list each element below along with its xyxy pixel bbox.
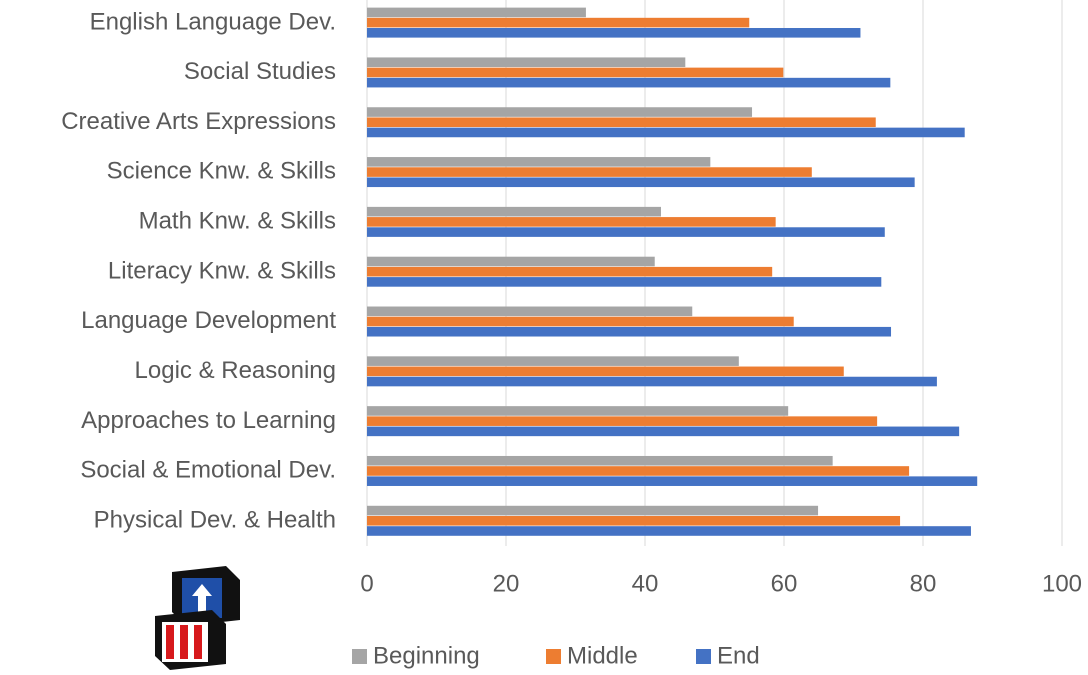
y-tick-label: Physical Dev. & Health: [94, 506, 336, 533]
bar: [367, 306, 693, 317]
bar: [367, 7, 586, 18]
x-tick-label: 40: [632, 570, 659, 597]
legend-swatch: [696, 649, 711, 664]
bar: [367, 167, 812, 177]
legend-label: Beginning: [373, 642, 480, 669]
bar: [367, 227, 885, 237]
bar: [367, 505, 819, 516]
bar: [367, 277, 882, 287]
legend-label: Middle: [567, 642, 638, 669]
bar: [367, 127, 965, 138]
bar: [367, 117, 876, 128]
legend-swatch: [352, 649, 367, 664]
bar: [367, 376, 937, 387]
bar: [367, 217, 776, 227]
bar: [367, 356, 739, 366]
bar: [367, 326, 892, 337]
bar: [367, 316, 794, 327]
bar: [367, 455, 833, 466]
y-tick-label: Logic & Reasoning: [135, 357, 336, 384]
y-tick-label: Social Studies: [184, 58, 336, 85]
y-tick-label: Creative Arts Expressions: [61, 108, 336, 135]
bar: [367, 157, 711, 167]
y-tick-label: Science Knw. & Skills: [107, 158, 336, 185]
y-tick-label: Math Knw. & Skills: [139, 208, 336, 235]
x-tick-label: 0: [360, 570, 373, 597]
bar: [367, 107, 753, 117]
y-tick-label: Social & Emotional Dev.: [80, 457, 336, 484]
x-tick-label: 20: [493, 570, 520, 597]
bar: [367, 426, 960, 437]
x-tick-label: 60: [771, 570, 798, 597]
x-tick-label: 100: [1042, 570, 1082, 597]
legend-label: End: [717, 642, 760, 669]
legend-swatch: [546, 649, 561, 664]
y-tick-label: English Language Dev.: [90, 8, 336, 35]
y-tick-label: Approaches to Learning: [81, 407, 336, 434]
bar: [367, 515, 901, 526]
bar: [367, 67, 784, 78]
bar: [367, 17, 750, 28]
bar: [367, 416, 878, 426]
x-tick-label: 80: [910, 570, 937, 597]
bar: [367, 57, 686, 68]
bar: [367, 526, 971, 536]
bar: [367, 177, 915, 188]
y-tick-label: Language Development: [81, 307, 336, 334]
bar: [367, 266, 773, 277]
logo: [155, 566, 240, 670]
bar: [367, 77, 891, 88]
bar: [367, 476, 978, 486]
bar: [367, 466, 910, 476]
bar: [367, 206, 661, 217]
bar: [367, 256, 655, 267]
bar: [367, 28, 861, 38]
bar: [367, 366, 844, 377]
y-tick-label: Literacy Knw. & Skills: [108, 257, 336, 284]
bar: [367, 406, 789, 416]
